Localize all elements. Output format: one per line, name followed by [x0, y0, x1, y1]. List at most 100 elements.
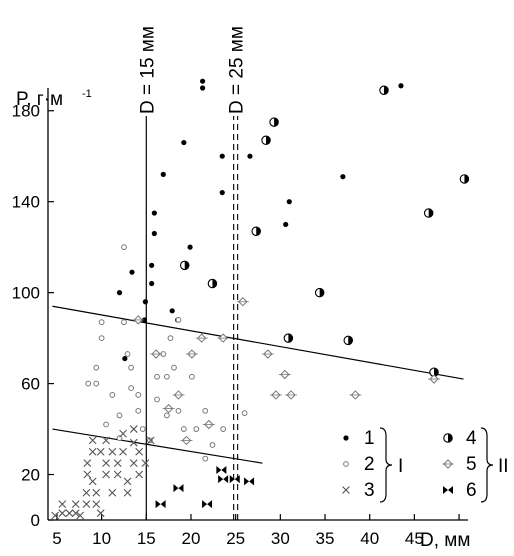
- point-series-2: [139, 426, 146, 432]
- point-series-3: [119, 447, 127, 456]
- legend-group-label-1: I: [398, 456, 403, 477]
- point-series-4: [459, 174, 470, 184]
- marker-cross: [83, 470, 92, 479]
- point-series-4: [179, 260, 190, 271]
- point-series-2: [128, 364, 135, 371]
- marker-dot: [151, 210, 157, 216]
- marker-cross: [88, 447, 97, 456]
- point-series-1: [398, 83, 404, 89]
- point-series-3: [88, 436, 97, 445]
- point-series-3: [71, 509, 80, 518]
- point-series-2: [135, 392, 142, 398]
- point-series-1: [116, 290, 123, 296]
- y-tick-label: 140: [12, 193, 40, 212]
- point-series-3: [108, 488, 117, 497]
- point-series-3: [123, 477, 132, 486]
- marker-dot: [129, 269, 135, 275]
- marker-bowtie: [216, 465, 227, 474]
- marker-cross: [129, 438, 138, 447]
- point-series-1: [169, 308, 175, 314]
- marker-cross: [129, 425, 138, 433]
- trend-lines: [52, 305, 464, 464]
- marker-circle: [146, 437, 153, 444]
- point-series-5: [261, 349, 274, 359]
- marker-dot: [340, 174, 346, 180]
- marker-half: [184, 261, 189, 270]
- x-tick-label: 45: [405, 529, 424, 548]
- point-series-3: [129, 425, 138, 433]
- legend-marker-2: [343, 461, 349, 467]
- marker-half: [428, 208, 433, 218]
- point-series-3: [135, 447, 144, 456]
- marker-cross: [342, 486, 350, 494]
- marker-bowtie: [173, 484, 184, 493]
- point-series-5: [236, 297, 249, 307]
- marker-circle: [93, 380, 100, 387]
- point-series-1: [151, 230, 157, 237]
- point-series-1: [141, 317, 148, 323]
- marker-cross: [108, 488, 117, 497]
- marker-cross: [76, 511, 85, 520]
- point-series-2: [175, 407, 182, 414]
- legend-label-2: 2: [364, 454, 375, 475]
- marker-circle: [139, 426, 146, 432]
- point-series-6: [218, 475, 229, 484]
- marker-half: [384, 86, 389, 95]
- marker-circle: [202, 407, 209, 414]
- marker-circle: [202, 455, 209, 462]
- reference-lines: D = 15 мм D = 25 мм: [137, 26, 248, 520]
- point-series-3: [71, 500, 80, 508]
- point-series-3: [108, 447, 117, 456]
- point-series-4: [429, 367, 439, 377]
- point-series-2: [163, 373, 170, 380]
- point-series-2: [241, 410, 248, 417]
- point-series-2: [98, 335, 105, 342]
- point-series-5: [150, 349, 163, 359]
- point-series-3: [92, 500, 101, 508]
- point-series-4: [261, 135, 271, 146]
- point-series-5: [195, 333, 208, 343]
- trend-line: [52, 305, 464, 380]
- marker-circle: [116, 412, 123, 419]
- y-axis-label: P, г·м -1: [16, 88, 92, 110]
- point-series-2: [220, 426, 227, 432]
- point-series-3: [58, 509, 67, 518]
- point-series-2: [154, 373, 160, 380]
- trend-line: [52, 428, 263, 464]
- vline-label: D = 15 мм: [137, 26, 158, 114]
- point-series-6: [244, 477, 255, 486]
- marker-circle: [180, 426, 187, 432]
- point-series-1: [247, 153, 253, 159]
- point-series-5: [180, 435, 193, 446]
- y-ticks: 0 20 60 100 140 180: [12, 102, 54, 530]
- marker-cross: [119, 429, 127, 438]
- point-series-1: [122, 355, 128, 362]
- point-series-3: [129, 459, 138, 468]
- marker-cross: [71, 509, 80, 518]
- marker-cross: [71, 500, 80, 508]
- y-tick-label: 0: [31, 511, 40, 530]
- point-series-4: [251, 226, 261, 236]
- point-series-2: [154, 396, 160, 403]
- marker-half: [212, 279, 217, 288]
- marker-dot: [199, 85, 206, 91]
- point-series-1: [129, 269, 135, 275]
- marker-cross: [123, 488, 132, 497]
- marker-dot: [181, 139, 187, 146]
- point-series-2: [128, 385, 135, 392]
- marker-half: [464, 174, 469, 184]
- legend-label-3: 3: [364, 480, 375, 501]
- point-series-1: [219, 153, 225, 159]
- point-series-2: [98, 319, 105, 326]
- marker-dot: [149, 280, 155, 287]
- marker-cross: [65, 509, 74, 518]
- point-series-1: [283, 221, 289, 228]
- legend-label-5: 5: [466, 454, 477, 475]
- point-series-3: [82, 488, 91, 497]
- point-series-4: [269, 117, 279, 127]
- marker-bowtie: [443, 486, 453, 494]
- marker-cross: [88, 436, 97, 445]
- point-series-1: [199, 85, 206, 91]
